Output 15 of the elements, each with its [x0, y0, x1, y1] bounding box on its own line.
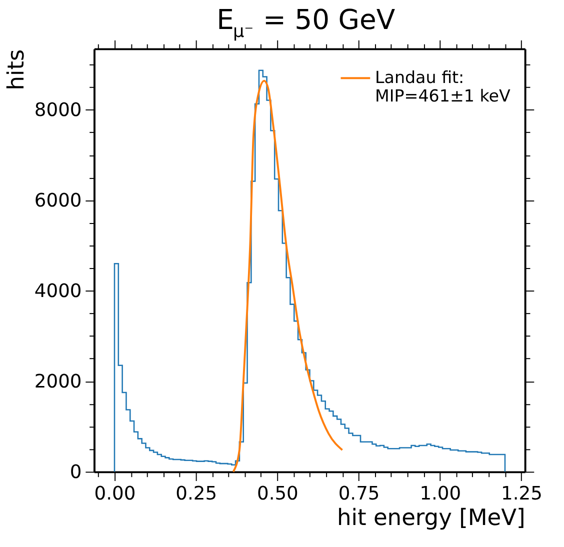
y-tick-label: 8000: [34, 100, 82, 122]
x-tick-label: 1.00: [420, 484, 462, 505]
legend-label: Landau fit: MIP=461±1 keV: [375, 68, 512, 106]
x-axis-title: hit energy [MeV]: [336, 505, 526, 532]
y-tick-label: 2000: [34, 372, 82, 393]
y-axis-title: hits: [4, 49, 30, 90]
y-tick-label: 4000: [34, 281, 82, 302]
x-tick-label: 0.00: [94, 484, 136, 505]
y-tick-label: 6000: [34, 190, 82, 212]
line-series: [232, 80, 344, 473]
x-tick-label: 0.75: [338, 484, 380, 505]
x-tick-label: 0.25: [176, 484, 218, 505]
x-tick-label: 1.25: [501, 484, 542, 505]
y-tick-label: 0: [70, 462, 82, 484]
x-tick-label: 0.50: [256, 484, 298, 505]
